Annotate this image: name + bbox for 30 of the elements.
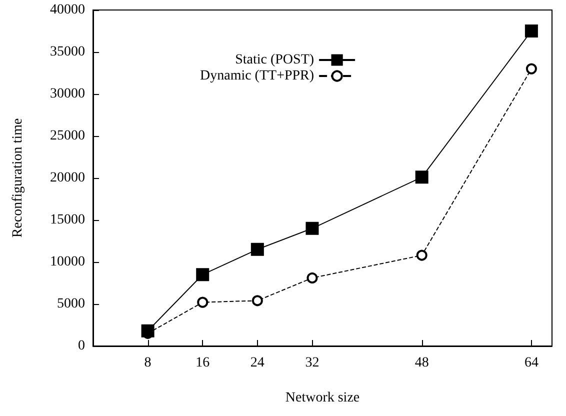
point xyxy=(252,295,263,306)
y-tick-label: 30000 xyxy=(50,86,85,102)
y-tick-label: 15000 xyxy=(50,212,85,228)
point xyxy=(250,242,264,256)
y-tick-label: 5000 xyxy=(57,296,85,312)
legend-label: Static (POST) xyxy=(235,52,314,68)
point xyxy=(415,170,428,184)
point xyxy=(196,268,210,282)
y-tick-label: 0 xyxy=(78,338,85,354)
x-tick-label: 32 xyxy=(305,356,320,370)
y-axis-title: Reconfiguration time xyxy=(10,118,26,238)
legend-label: Dynamic (TT+PPR) xyxy=(200,68,314,84)
point xyxy=(197,296,208,308)
y-tick-label: 10000 xyxy=(50,254,85,270)
y-tick-label: 35000 xyxy=(50,44,85,60)
point xyxy=(526,63,537,74)
x-tick-label: 64 xyxy=(524,356,538,370)
x-axis-title: Network size xyxy=(285,390,360,406)
x-tick-label: 48 xyxy=(414,356,429,370)
point xyxy=(141,324,154,338)
point xyxy=(306,272,318,284)
x-tick-label: 8 xyxy=(144,356,152,370)
point xyxy=(524,24,538,38)
point xyxy=(416,250,428,261)
y-tick-label: 25000 xyxy=(50,128,85,144)
x-tick-label: 24 xyxy=(250,356,264,370)
y-tick-label: 20000 xyxy=(50,170,85,186)
x-tick-label: 16 xyxy=(196,356,210,370)
point xyxy=(306,222,319,235)
y-tick-label: 40000 xyxy=(50,2,85,18)
